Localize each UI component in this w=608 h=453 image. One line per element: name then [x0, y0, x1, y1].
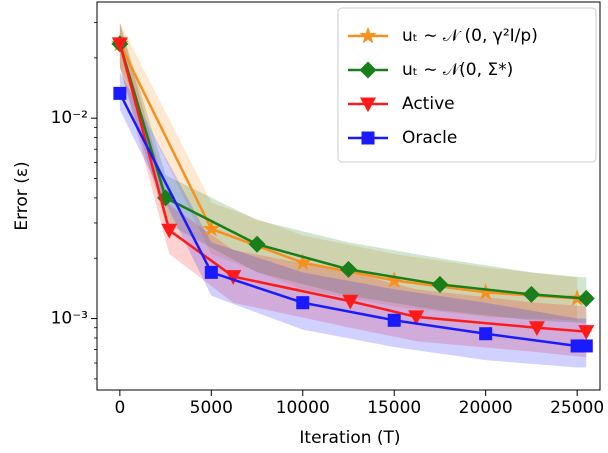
data-point [161, 223, 178, 239]
data-point [577, 289, 595, 307]
y-tick-label: 10⁻³ [51, 309, 88, 329]
data-point [339, 260, 358, 278]
x-axis-label: Iteration (T) [299, 428, 400, 448]
x-tick-label: 5000 [190, 398, 233, 418]
plot-frame [96, 1, 601, 391]
error-band [119, 22, 587, 324]
legend-label: Oracle [402, 128, 457, 148]
y-tick-label: 10⁻² [51, 108, 88, 128]
data-point [342, 294, 359, 310]
data-point [578, 325, 595, 340]
data-point [408, 310, 425, 326]
data-point [204, 265, 218, 279]
data-point [111, 37, 128, 53]
x-tick-label: 25000 [550, 398, 604, 418]
data-point [479, 327, 493, 341]
legend-label: Active [402, 94, 455, 114]
x-tick-label: 20000 [459, 398, 513, 418]
data-point [528, 321, 545, 336]
legend-marker [361, 131, 375, 145]
data-point [293, 253, 312, 271]
data-point [248, 235, 266, 253]
data-point [522, 285, 540, 303]
legend-marker [359, 26, 377, 44]
legend-marker [359, 61, 377, 79]
error-band [119, 71, 587, 368]
legend-box [337, 7, 597, 163]
y-axis-label: Error (ε) [12, 161, 32, 230]
x-tick-label: 0 [114, 398, 125, 418]
data-point [202, 219, 221, 237]
data-point [113, 86, 127, 100]
legend-label: uₜ ∼ 𝒩(0, Σ*) [402, 60, 513, 80]
data-point [296, 296, 310, 310]
x-tick-label: 15000 [367, 398, 421, 418]
legend-label: uₜ ∼ 𝒩 (0, γ²I/p) [402, 26, 538, 46]
legend-marker [359, 97, 377, 113]
plot-area [110, 22, 595, 368]
x-tick-label: 10000 [276, 398, 330, 418]
error-band [119, 22, 578, 321]
data-point [431, 275, 449, 293]
data-point [387, 313, 401, 327]
data-point [579, 339, 593, 353]
